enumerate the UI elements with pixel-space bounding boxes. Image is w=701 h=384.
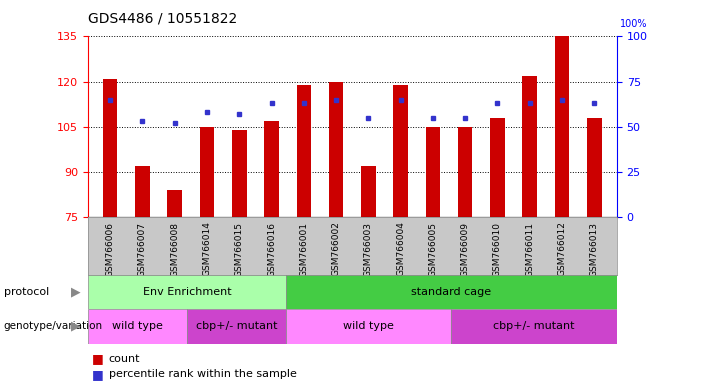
Text: ■: ■ <box>93 368 104 381</box>
Bar <box>361 166 376 217</box>
Bar <box>490 118 505 217</box>
Text: wild type: wild type <box>111 321 163 331</box>
Bar <box>554 36 569 217</box>
Text: GSM766007: GSM766007 <box>138 222 147 276</box>
Bar <box>103 79 118 217</box>
Text: GSM766008: GSM766008 <box>170 222 179 276</box>
Text: cbp+/- mutant: cbp+/- mutant <box>494 321 575 331</box>
Text: ■: ■ <box>93 353 104 366</box>
Bar <box>451 309 617 344</box>
Text: GDS4486 / 10551822: GDS4486 / 10551822 <box>88 12 237 25</box>
Text: ▶: ▶ <box>71 285 81 298</box>
Text: GSM766003: GSM766003 <box>364 222 373 276</box>
Text: Env Enrichment: Env Enrichment <box>142 287 231 297</box>
Bar <box>88 275 286 309</box>
Text: GSM766013: GSM766013 <box>590 222 599 276</box>
Text: count: count <box>109 354 140 364</box>
Text: GSM766014: GSM766014 <box>203 222 212 276</box>
Text: genotype/variation: genotype/variation <box>4 321 102 331</box>
Text: ▶: ▶ <box>71 320 81 333</box>
Bar <box>232 130 247 217</box>
Bar <box>458 127 472 217</box>
Bar <box>286 275 617 309</box>
Text: wild type: wild type <box>343 321 394 331</box>
Text: GSM766006: GSM766006 <box>106 222 115 276</box>
Text: GSM766015: GSM766015 <box>235 222 244 276</box>
Bar <box>329 82 343 217</box>
Text: GSM766016: GSM766016 <box>267 222 276 276</box>
Text: GSM766010: GSM766010 <box>493 222 502 276</box>
Bar <box>135 166 150 217</box>
Bar <box>168 190 182 217</box>
Text: GSM766005: GSM766005 <box>428 222 437 276</box>
Text: 100%: 100% <box>620 19 648 29</box>
Text: GSM766004: GSM766004 <box>396 222 405 276</box>
Bar <box>522 76 537 217</box>
Text: protocol: protocol <box>4 287 49 297</box>
Text: GSM766011: GSM766011 <box>525 222 534 276</box>
Text: percentile rank within the sample: percentile rank within the sample <box>109 369 297 379</box>
Bar <box>297 84 311 217</box>
Bar <box>187 309 286 344</box>
Bar <box>587 118 601 217</box>
Bar <box>393 84 408 217</box>
Bar <box>426 127 440 217</box>
Bar <box>264 121 279 217</box>
Text: GSM766009: GSM766009 <box>461 222 470 276</box>
Text: GSM766012: GSM766012 <box>557 222 566 276</box>
Bar <box>286 309 451 344</box>
Text: GSM766001: GSM766001 <box>299 222 308 276</box>
Text: GSM766002: GSM766002 <box>332 222 341 276</box>
Text: standard cage: standard cage <box>411 287 491 297</box>
Bar <box>88 309 187 344</box>
Bar <box>200 127 215 217</box>
Text: cbp+/- mutant: cbp+/- mutant <box>196 321 277 331</box>
